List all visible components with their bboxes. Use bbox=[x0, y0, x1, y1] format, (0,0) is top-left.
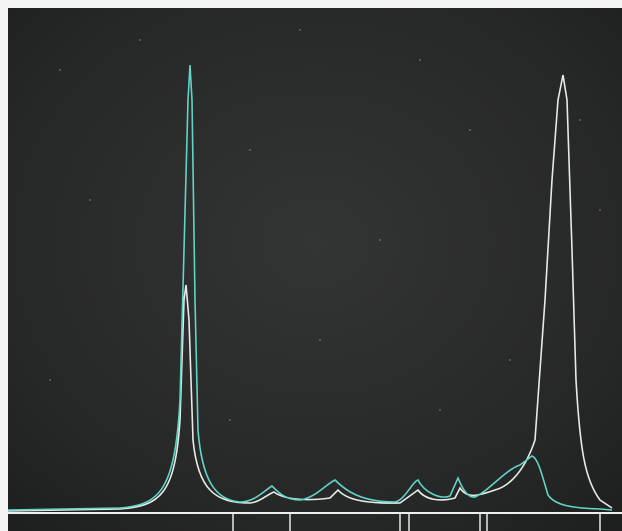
page bbox=[0, 0, 622, 531]
photo bbox=[0, 0, 622, 531]
